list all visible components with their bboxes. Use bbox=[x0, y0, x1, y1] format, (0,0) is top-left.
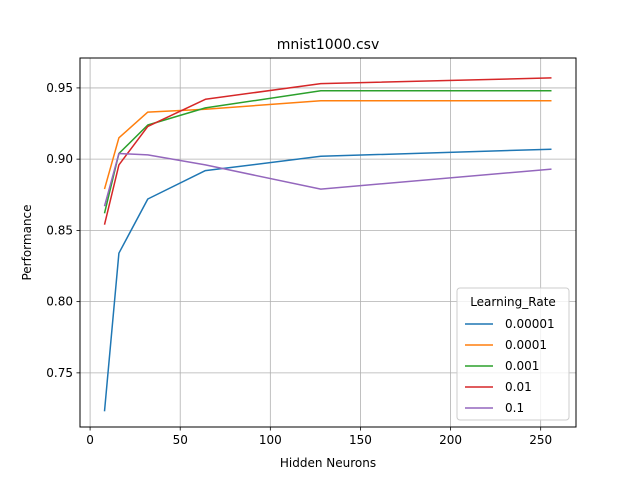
legend-label-0: 0.00001 bbox=[505, 317, 555, 331]
legend-label-4: 0.1 bbox=[505, 401, 524, 415]
series-line-0 bbox=[103, 148, 552, 412]
legend-title: Learning_Rate bbox=[470, 295, 556, 309]
x-tick-label: 50 bbox=[173, 433, 188, 447]
x-axis-label: Hidden Neurons bbox=[280, 456, 376, 470]
y-tick-label: 0.80 bbox=[46, 295, 73, 309]
legend-label-1: 0.0001 bbox=[505, 338, 547, 352]
x-tick-label: 0 bbox=[86, 433, 94, 447]
series-line-4 bbox=[103, 152, 552, 207]
grid-lines bbox=[80, 58, 576, 427]
y-tick-label: 0.90 bbox=[46, 152, 73, 166]
x-tick-label: 250 bbox=[529, 433, 552, 447]
x-tick-label: 100 bbox=[259, 433, 282, 447]
legend: Learning_Rate 0.00001 0.0001 0.001 0.01 0.1 bbox=[456, 287, 570, 421]
y-axis-label: Performance bbox=[20, 204, 34, 280]
series-line-1 bbox=[103, 99, 552, 190]
legend-label-3: 0.01 bbox=[505, 380, 532, 394]
series-line-3 bbox=[103, 77, 552, 225]
axis-ticks: 0 50 100 150 200 250 0.75 0.80 0.85 0.90 0.95 bbox=[46, 81, 552, 447]
legend-label-2: 0.001 bbox=[505, 359, 539, 373]
x-tick-label: 200 bbox=[439, 433, 462, 447]
y-tick-label: 0.95 bbox=[46, 81, 73, 95]
chart-title: mnist1000.csv bbox=[277, 37, 380, 53]
y-tick-label: 0.75 bbox=[46, 366, 73, 380]
x-tick-label: 150 bbox=[349, 433, 372, 447]
y-tick-label: 0.85 bbox=[46, 223, 73, 237]
plot-frame bbox=[79, 57, 577, 428]
series-lines bbox=[103, 77, 552, 412]
